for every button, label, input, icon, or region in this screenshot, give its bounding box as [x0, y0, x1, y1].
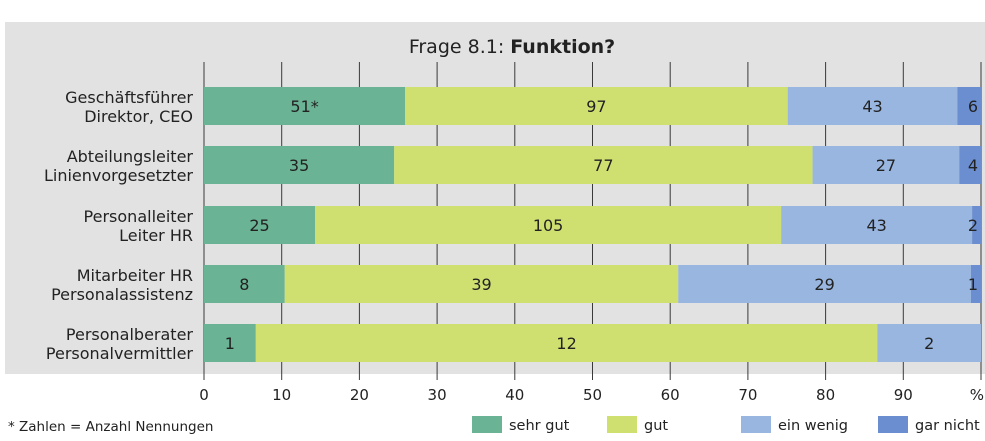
category-label: Geschäftsführer [65, 88, 193, 107]
bar-segment [315, 206, 782, 244]
legend-label: gut [644, 418, 668, 434]
x-tick-label: 20 [350, 386, 369, 404]
data-label: 1 [225, 334, 235, 353]
x-tick-label: 90 [894, 386, 913, 404]
data-label: 51* [290, 97, 318, 116]
bar-segment [787, 87, 958, 125]
category-label: Personalberater [66, 325, 194, 344]
data-label: 1 [968, 275, 978, 294]
category-label: Abteilungsleiter [67, 147, 194, 166]
bar-segment [957, 87, 981, 125]
legend-label: ein wenig [778, 418, 848, 434]
footnote: * Zahlen = Anzahl Nennungen [8, 419, 213, 435]
data-label: 35 [289, 156, 309, 175]
data-label: 2 [968, 216, 978, 235]
bar-segment [204, 324, 256, 362]
legend-swatch [472, 416, 502, 433]
legend: sehr gut gut ein wenig gar nicht [472, 416, 980, 434]
data-label: 12 [556, 334, 576, 353]
data-label: 6 [968, 97, 978, 116]
data-label: 29 [814, 275, 834, 294]
x-tick-label: 80 [816, 386, 835, 404]
chart-title-bold: Funktion? [510, 36, 615, 58]
data-label: 97 [586, 97, 606, 116]
category-label: Linienvorgesetzter [44, 166, 193, 185]
bar-segment [284, 265, 679, 303]
data-label: 43 [866, 216, 886, 235]
data-label: 39 [471, 275, 491, 294]
bar-segment [394, 146, 813, 184]
legend-swatch [878, 416, 908, 433]
bar-segment [877, 324, 981, 362]
legend-swatch [741, 416, 771, 433]
bar-segment [781, 206, 973, 244]
category-label: Personalleiter [84, 207, 194, 226]
x-tick-label: 70 [738, 386, 757, 404]
x-tick-label: 30 [428, 386, 447, 404]
category-label: Mitarbeiter HR [77, 266, 193, 285]
x-axis: 0 10 20 30 40 50 60 70 80 90% [199, 386, 984, 404]
bar-segment [204, 265, 285, 303]
x-tick-label: 40 [505, 386, 524, 404]
bar-segment [959, 146, 981, 184]
bar-segment [204, 87, 406, 125]
bar-segment [204, 146, 395, 184]
category-label: Leiter HR [119, 226, 193, 245]
bar-segment [970, 265, 981, 303]
x-tick-label: 50 [583, 386, 602, 404]
legend-label: sehr gut [509, 418, 570, 434]
bar-segment [204, 206, 315, 244]
bar-segment [255, 324, 878, 362]
bar-segment [972, 206, 981, 244]
x-tick-label: 60 [661, 386, 680, 404]
data-label: 43 [862, 97, 882, 116]
data-label: 27 [876, 156, 896, 175]
chart-title-prefix: Frage 8.1: [409, 36, 510, 58]
data-label: 77 [593, 156, 613, 175]
data-label: 25 [249, 216, 269, 235]
bars: 51* 97 43 6 35 77 27 4 25 105 43 2 8 39 29 1 1 12 2 [204, 87, 981, 362]
data-label: 2 [924, 334, 934, 353]
x-tick-label: 0 [199, 386, 209, 404]
bar-segment [678, 265, 971, 303]
category-label: Personalvermittler [46, 344, 193, 363]
x-tick-label: % [970, 386, 984, 404]
data-label: 4 [968, 156, 978, 175]
x-tick-label: 10 [272, 386, 291, 404]
bar-segment [405, 87, 788, 125]
legend-swatch [607, 416, 637, 433]
bar-segment [812, 146, 960, 184]
legend-label: gar nicht [915, 418, 980, 434]
data-label: 105 [533, 216, 564, 235]
data-label: 8 [239, 275, 249, 294]
chart-title: Frage 8.1: Funktion? [409, 36, 615, 58]
plot-panel [5, 22, 985, 374]
category-label: Personalassistenz [51, 285, 193, 304]
category-label: Direktor, CEO [84, 107, 193, 126]
